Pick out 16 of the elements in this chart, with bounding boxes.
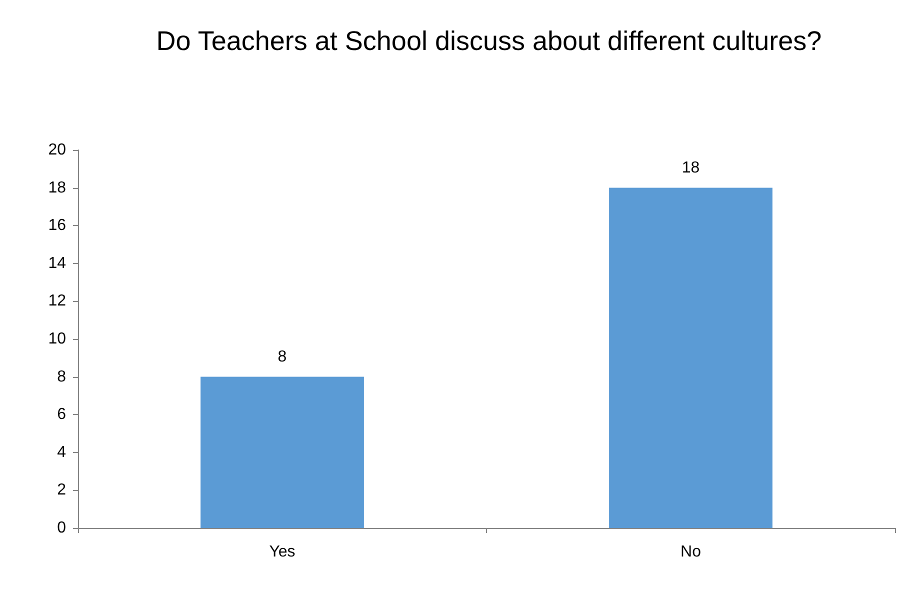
y-tick-label: 10 <box>48 330 66 348</box>
y-tick-label: 14 <box>48 254 66 272</box>
y-tick-label: 2 <box>57 482 66 499</box>
y-tick-label: 18 <box>48 179 66 196</box>
y-tick-label: 4 <box>57 444 66 461</box>
chart-title: Do Teachers at School discuss about different cultures? <box>155 25 823 58</box>
y-tick-label: 16 <box>48 217 66 234</box>
y-tick-label: 20 <box>48 142 66 158</box>
y-tick-label: 12 <box>48 292 66 310</box>
y-tick-label: 6 <box>57 406 66 424</box>
data-label: 18 <box>682 159 700 176</box>
y-tick-label: 0 <box>57 520 66 536</box>
x-tick-label: No <box>680 544 702 560</box>
y-tick-label: 8 <box>57 368 66 386</box>
data-label: 8 <box>278 348 287 366</box>
x-tick-label: Yes <box>269 544 296 560</box>
